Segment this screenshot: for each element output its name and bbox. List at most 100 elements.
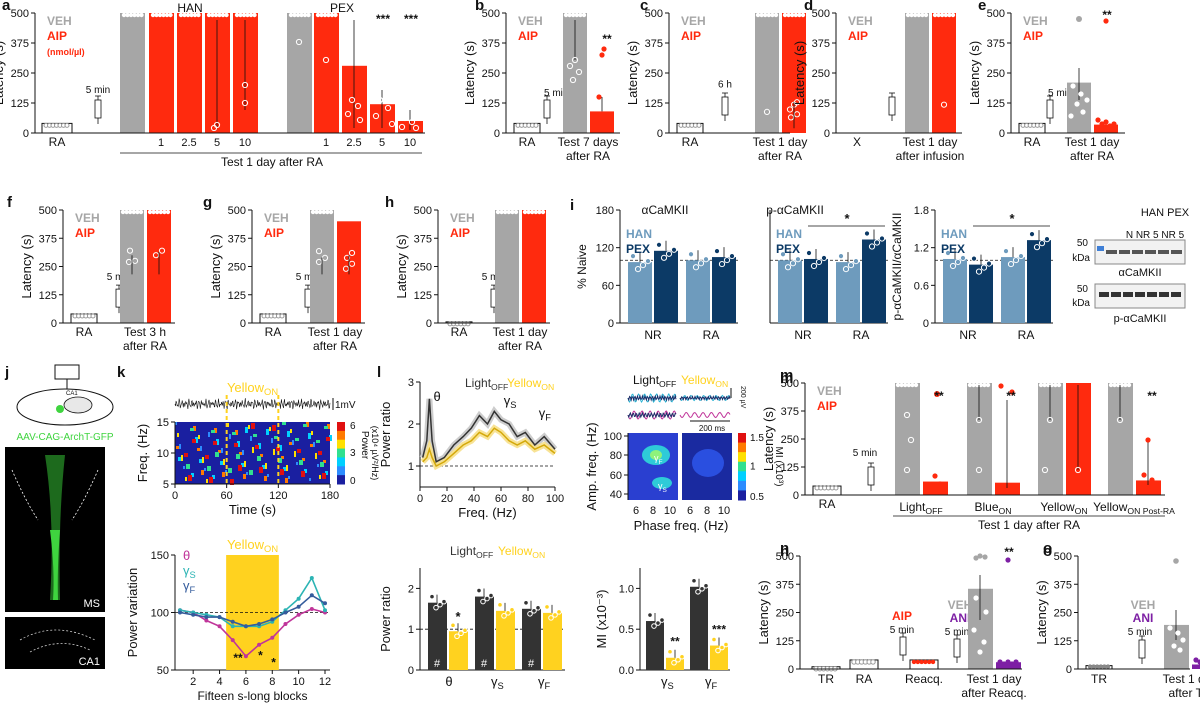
- data-point-aip: [1003, 483, 1009, 489]
- x-tick-label: YellowON: [1040, 500, 1087, 516]
- data-point: [1002, 247, 1010, 255]
- data-point: [288, 12, 294, 18]
- spectrogram-cell: [320, 462, 324, 467]
- data-point: [852, 258, 860, 265]
- data-point: [398, 123, 406, 131]
- data-point: [510, 209, 515, 215]
- series-line-0: [179, 608, 326, 658]
- data-point: [913, 12, 918, 18]
- x-tick-label: LightOFF: [899, 500, 942, 516]
- subplot-title: p-αCaMKII: [766, 203, 824, 217]
- data-point: [878, 235, 886, 242]
- data-point: [315, 248, 323, 255]
- data-point: [983, 609, 989, 615]
- spectrogram-cell: [175, 422, 177, 425]
- data-point: [981, 639, 987, 645]
- spectrogram-cell: [327, 424, 330, 429]
- data-point-aip: [934, 391, 940, 397]
- x-label-first: RA: [76, 325, 93, 339]
- region-outline: [11, 469, 39, 521]
- trace-label-light-off: LightOFF: [633, 373, 676, 389]
- data-point: [523, 600, 529, 606]
- spectrogram-cell: [278, 458, 282, 463]
- bar-han-1: [149, 13, 174, 133]
- data-point: [189, 12, 194, 18]
- x-tick-label: 100: [546, 493, 564, 505]
- x-axis-label: Test 1 day after RA: [221, 155, 323, 169]
- blot-group-label: HAN PEX: [1141, 207, 1190, 219]
- data-point: [575, 68, 583, 76]
- scale-bar-label: 1mV: [335, 400, 356, 411]
- injection-time-label: 5 min: [107, 272, 131, 283]
- data-point: [1056, 382, 1062, 388]
- ca1-outline: [19, 629, 96, 641]
- panel-letter-o: o: [1043, 540, 1052, 557]
- spectrogram-cell: [292, 440, 294, 445]
- group-label-pex: PEX: [330, 1, 354, 15]
- y-tick-label: 375: [987, 38, 1005, 50]
- data-point: [1078, 91, 1084, 97]
- ms-fluorescence: [45, 455, 65, 600]
- series-point: [323, 608, 327, 613]
- data-point: [241, 12, 247, 18]
- y-tick-label: 0.0: [619, 665, 634, 677]
- legend-aip: AIP: [518, 29, 538, 43]
- data-point: [800, 12, 806, 18]
- significance-marker: **: [1147, 389, 1157, 403]
- data-point: [916, 12, 921, 18]
- data-point: [548, 615, 554, 621]
- y-tick-label: 500: [228, 205, 246, 217]
- colorbar-tick: 0.5: [750, 492, 764, 503]
- data-point: [161, 12, 166, 18]
- x-tick-label: 10: [718, 505, 730, 517]
- spectrogram-cell: [236, 454, 240, 459]
- colorbar-cell: [738, 461, 746, 472]
- data-point: [326, 12, 331, 18]
- y-tick-label: 125: [987, 98, 1005, 110]
- y-tick-label: 100: [151, 608, 169, 620]
- series-point: [257, 622, 262, 626]
- panel-letter-n: n: [780, 540, 789, 557]
- spectrogram-cell: [208, 432, 210, 437]
- x-tick-label: 0: [172, 490, 178, 502]
- data-point: [318, 209, 323, 215]
- data-point-aip: [1141, 472, 1147, 478]
- series-point: [191, 612, 196, 617]
- data-point: [655, 620, 661, 626]
- data-point: [923, 12, 929, 18]
- significance-marker: **: [233, 651, 243, 665]
- spectrogram-cell: [222, 472, 225, 477]
- y-tick-label: 375: [776, 579, 794, 591]
- y-tick-label: 250: [482, 68, 500, 80]
- spectrogram-cell: [299, 460, 303, 465]
- blot-band: [1099, 292, 1109, 297]
- legend-han: HAN: [941, 227, 967, 241]
- data-point-aip: [601, 46, 607, 52]
- blot-band: [1158, 250, 1169, 254]
- data-point: [718, 260, 726, 268]
- legend-veh: VEH: [518, 14, 543, 28]
- spectrogram-cell: [221, 448, 223, 453]
- data-point: [903, 382, 908, 388]
- y-tick-label: 500: [11, 8, 29, 20]
- data-point: [450, 622, 456, 629]
- y-axis-label: Power ratio: [378, 402, 393, 468]
- spectrogram-cell: [214, 428, 217, 433]
- scale-bar-label: 200 ms: [699, 424, 725, 433]
- data-point-aip: [1103, 119, 1109, 125]
- spectrogram-cell: [241, 463, 244, 467]
- legend-veh: VEH: [1131, 598, 1156, 612]
- x-tick-label: 4: [216, 676, 222, 688]
- spectrogram-cell: [207, 466, 211, 471]
- comodulogram-light-off: [628, 433, 678, 500]
- spectrogram-cell: [280, 469, 284, 475]
- colorbar-label: MI (x10³): [773, 447, 784, 487]
- yellow-on-label: YellowON: [227, 537, 278, 554]
- spectrogram-cell: [252, 447, 254, 453]
- panel-letter-b: b: [475, 0, 484, 14]
- yellow-on-label: YellowON: [227, 380, 278, 397]
- y-tick-label: 125: [414, 290, 432, 302]
- data-point: [295, 12, 301, 18]
- x-axis-label: after infusion: [896, 149, 965, 163]
- data-point: [940, 101, 948, 108]
